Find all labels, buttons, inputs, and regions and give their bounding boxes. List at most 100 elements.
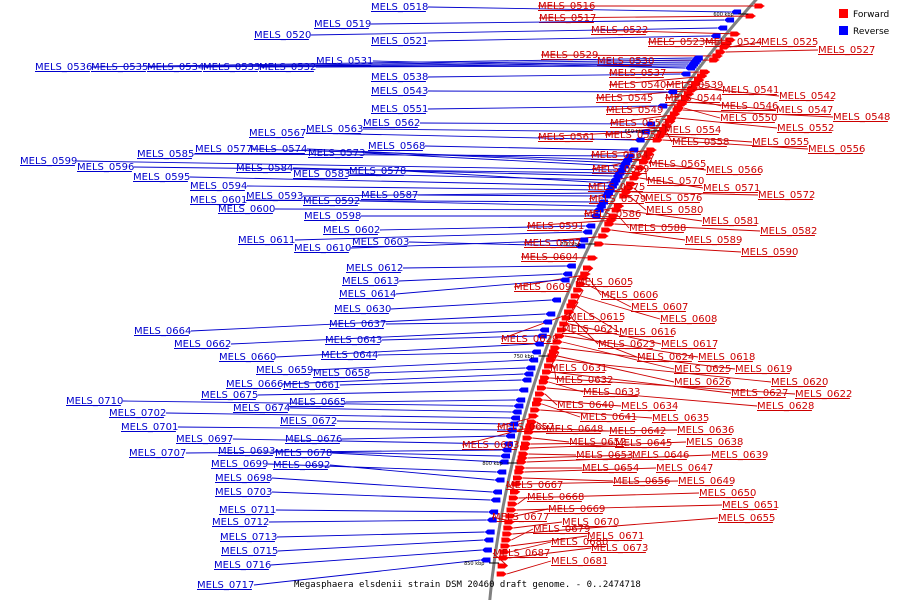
reverse-gene-label[interactable]: MELS_0644 bbox=[321, 350, 378, 361]
reverse-gene-label[interactable]: MELS_0532 bbox=[259, 62, 316, 73]
reverse-gene-label[interactable]: MELS_0543 bbox=[371, 86, 428, 97]
forward-gene-label[interactable]: MELS_0615 bbox=[568, 312, 625, 323]
reverse-gene-label[interactable]: MELS_0567 bbox=[249, 128, 306, 139]
reverse-gene-label[interactable]: MELS_0698 bbox=[215, 473, 272, 484]
reverse-gene-label[interactable]: MELS_0712 bbox=[212, 517, 269, 528]
forward-gene-label[interactable]: MELS_0570 bbox=[647, 176, 704, 187]
forward-gene-label[interactable]: MELS_0617 bbox=[661, 339, 718, 350]
forward-gene-label[interactable]: MELS_0663 bbox=[462, 440, 519, 451]
forward-gene-label[interactable]: MELS_0550 bbox=[720, 113, 777, 124]
forward-gene-label[interactable]: MELS_0590 bbox=[741, 247, 798, 258]
forward-gene-label[interactable]: MELS_0679 bbox=[533, 524, 590, 535]
reverse-gene-label[interactable]: MELS_0658 bbox=[313, 368, 370, 379]
reverse-gene-label[interactable]: MELS_0595 bbox=[133, 172, 190, 183]
reverse-gene-label[interactable]: MELS_0643 bbox=[325, 335, 382, 346]
reverse-gene-label[interactable]: MELS_0584 bbox=[236, 163, 293, 174]
reverse-gene-label[interactable]: MELS_0568 bbox=[368, 141, 425, 152]
reverse-gene-label[interactable]: MELS_0613 bbox=[342, 276, 399, 287]
forward-gene-label[interactable]: MELS_0647 bbox=[656, 463, 713, 474]
reverse-gene-label[interactable]: MELS_0551 bbox=[371, 104, 428, 115]
forward-gene-label[interactable]: MELS_0556 bbox=[808, 144, 865, 155]
forward-gene-label[interactable]: MELS_0673 bbox=[591, 543, 648, 554]
reverse-gene-label[interactable]: MELS_0710 bbox=[66, 396, 123, 407]
forward-gene-label[interactable]: MELS_0677 bbox=[492, 512, 549, 523]
forward-gene-label[interactable]: MELS_0646 bbox=[632, 450, 689, 461]
forward-gene-label[interactable]: MELS_0523 bbox=[648, 37, 705, 48]
reverse-gene-label[interactable]: MELS_0602 bbox=[323, 225, 380, 236]
forward-gene-label[interactable]: MELS_0544 bbox=[665, 93, 722, 104]
reverse-gene-label[interactable]: MELS_0666 bbox=[226, 379, 283, 390]
forward-gene-label[interactable]: MELS_0641 bbox=[580, 412, 637, 423]
forward-gene-label[interactable]: MELS_0539 bbox=[666, 80, 723, 91]
forward-gene-label[interactable]: MELS_0547 bbox=[776, 105, 833, 116]
reverse-gene-label[interactable]: MELS_0587 bbox=[361, 190, 418, 201]
forward-gene-label[interactable]: MELS_0634 bbox=[621, 401, 678, 412]
reverse-gene-label[interactable]: MELS_0583 bbox=[293, 169, 350, 180]
forward-gene-label[interactable]: MELS_0561 bbox=[538, 132, 595, 143]
reverse-gene-label[interactable]: MELS_0675 bbox=[201, 390, 258, 401]
forward-gene-label[interactable]: MELS_0564 bbox=[591, 150, 648, 161]
reverse-gene-label[interactable]: MELS_0600 bbox=[218, 204, 275, 215]
reverse-gene-label[interactable]: MELS_0716 bbox=[214, 560, 271, 571]
forward-gene-label[interactable]: MELS_0571 bbox=[703, 183, 760, 194]
forward-gene-label[interactable]: MELS_0609 bbox=[514, 282, 571, 293]
reverse-gene-label[interactable]: MELS_0678 bbox=[275, 448, 332, 459]
reverse-gene-label[interactable]: MELS_0611 bbox=[238, 235, 295, 246]
reverse-gene-label[interactable]: MELS_0593 bbox=[246, 191, 303, 202]
forward-gene-label[interactable]: MELS_0629 bbox=[501, 334, 558, 345]
forward-gene-label[interactable]: MELS_0669 bbox=[548, 504, 605, 515]
reverse-gene-label[interactable]: MELS_0603 bbox=[352, 237, 409, 248]
reverse-gene-label[interactable]: MELS_0612 bbox=[346, 263, 403, 274]
reverse-gene-label[interactable]: MELS_0676 bbox=[285, 434, 342, 445]
reverse-gene-label[interactable]: MELS_0520 bbox=[254, 30, 311, 41]
forward-gene-label[interactable]: MELS_0668 bbox=[527, 492, 584, 503]
forward-gene-label[interactable]: MELS_0565 bbox=[649, 159, 706, 170]
forward-gene-label[interactable]: MELS_0633 bbox=[583, 387, 640, 398]
reverse-gene-label[interactable]: MELS_0693 bbox=[218, 446, 275, 457]
forward-gene-label[interactable]: MELS_0657 bbox=[497, 422, 554, 433]
forward-gene-label[interactable]: MELS_0553 bbox=[610, 118, 667, 129]
forward-gene-label[interactable]: MELS_0627 bbox=[731, 388, 788, 399]
forward-gene-label[interactable]: MELS_0548 bbox=[833, 112, 890, 123]
reverse-gene-label[interactable]: MELS_0662 bbox=[174, 339, 231, 350]
forward-gene-label[interactable]: MELS_0623 bbox=[598, 339, 655, 350]
forward-gene-label[interactable]: MELS_0619 bbox=[735, 364, 792, 375]
reverse-gene-label[interactable]: MELS_0521 bbox=[371, 36, 428, 47]
forward-gene-label[interactable]: MELS_0606 bbox=[601, 290, 658, 301]
forward-gene-label[interactable]: MELS_0542 bbox=[779, 91, 836, 102]
forward-gene-label[interactable]: MELS_0620 bbox=[771, 377, 828, 388]
forward-gene-label[interactable]: MELS_0540 bbox=[609, 80, 666, 91]
forward-gene-label[interactable]: MELS_0608 bbox=[660, 314, 717, 325]
reverse-gene-label[interactable]: MELS_0562 bbox=[363, 118, 420, 129]
reverse-gene-label[interactable]: MELS_0661 bbox=[283, 380, 340, 391]
reverse-gene-label[interactable]: MELS_0598 bbox=[304, 211, 361, 222]
reverse-gene-label[interactable]: MELS_0692 bbox=[273, 460, 330, 471]
reverse-gene-label[interactable]: MELS_0592 bbox=[303, 196, 360, 207]
forward-gene-label[interactable]: MELS_0621 bbox=[562, 324, 619, 335]
forward-gene-label[interactable]: MELS_0625 bbox=[674, 364, 731, 375]
forward-gene-label[interactable]: MELS_0651 bbox=[722, 500, 779, 511]
forward-gene-label[interactable]: MELS_0566 bbox=[706, 165, 763, 176]
forward-gene-label[interactable]: MELS_0582 bbox=[760, 226, 817, 237]
forward-gene-label[interactable]: MELS_0671 bbox=[587, 531, 644, 542]
forward-gene-label[interactable]: MELS_0654 bbox=[582, 463, 639, 474]
reverse-gene-label[interactable]: MELS_0713 bbox=[220, 532, 277, 543]
forward-gene-label[interactable]: MELS_0640 bbox=[557, 400, 614, 411]
forward-gene-label[interactable]: MELS_0529 bbox=[541, 50, 598, 61]
forward-gene-label[interactable]: MELS_0642 bbox=[609, 426, 666, 437]
forward-gene-label[interactable]: MELS_0645 bbox=[615, 438, 672, 449]
forward-gene-label[interactable]: MELS_0616 bbox=[619, 327, 676, 338]
forward-gene-label[interactable]: MELS_0575 bbox=[588, 182, 645, 193]
reverse-gene-label[interactable]: MELS_0531 bbox=[316, 56, 373, 67]
reverse-gene-label[interactable]: MELS_0711 bbox=[219, 505, 276, 516]
forward-gene-label[interactable]: MELS_0586 bbox=[584, 209, 641, 220]
forward-gene-label[interactable]: MELS_0579 bbox=[589, 194, 646, 205]
reverse-gene-label[interactable]: MELS_0563 bbox=[306, 124, 363, 135]
forward-gene-label[interactable]: MELS_0557 bbox=[605, 130, 662, 141]
forward-gene-label[interactable]: MELS_0667 bbox=[506, 480, 563, 491]
forward-gene-label[interactable]: MELS_0618 bbox=[698, 352, 755, 363]
reverse-gene-label[interactable]: MELS_0599 bbox=[20, 156, 77, 167]
forward-gene-label[interactable]: MELS_0648 bbox=[546, 424, 603, 435]
reverse-gene-label[interactable]: MELS_0533 bbox=[203, 62, 260, 73]
reverse-gene-label[interactable]: MELS_0672 bbox=[280, 416, 337, 427]
